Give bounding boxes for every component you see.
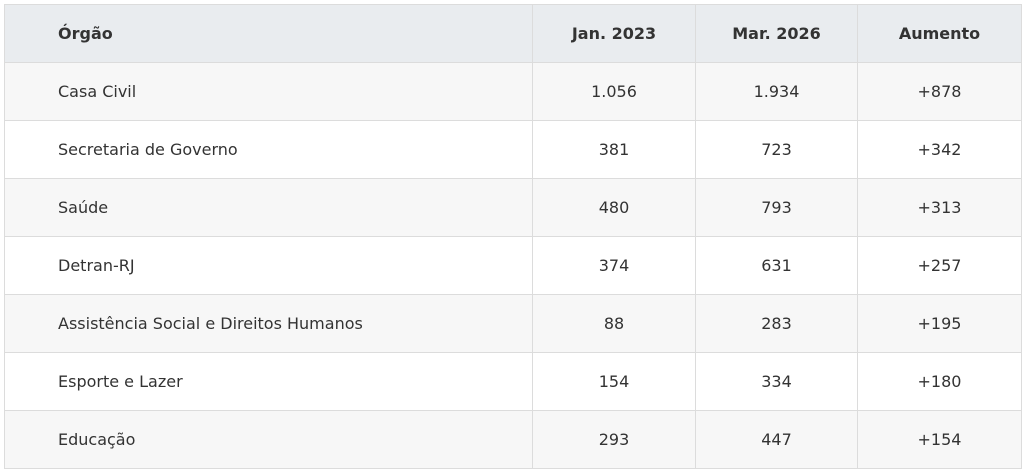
table-cell: 374 xyxy=(532,236,696,295)
table-row: Saúde 480 793 +313 xyxy=(4,178,1022,237)
table-cell: +154 xyxy=(857,410,1022,469)
table-cell: +180 xyxy=(857,352,1022,411)
table-row: Esporte e Lazer 154 334 +180 xyxy=(4,352,1022,411)
header-cell: Aumento xyxy=(857,4,1022,63)
table-row: Educação 293 447 +154 xyxy=(4,410,1022,469)
table-cell: Esporte e Lazer xyxy=(4,352,533,411)
table-cell: 88 xyxy=(532,294,696,353)
table-cell: 447 xyxy=(695,410,858,469)
header-cell: Jan. 2023 xyxy=(532,4,696,63)
table-cell: Educação xyxy=(4,410,533,469)
table-cell: 283 xyxy=(695,294,858,353)
header-cell: Mar. 2026 xyxy=(695,4,858,63)
table-cell: 631 xyxy=(695,236,858,295)
header-cell: Órgão xyxy=(4,4,533,63)
table-row: Detran-RJ 374 631 +257 xyxy=(4,236,1022,295)
table-cell: +342 xyxy=(857,120,1022,179)
table-cell: +257 xyxy=(857,236,1022,295)
header-row: Órgão Jan. 2023 Mar. 2026 Aumento xyxy=(4,4,1022,63)
table-cell: 381 xyxy=(532,120,696,179)
table-cell: 154 xyxy=(532,352,696,411)
table-cell: Assistência Social e Direitos Humanos xyxy=(4,294,533,353)
table-row: Assistência Social e Direitos Humanos 88 2… xyxy=(4,294,1022,353)
table-cell: 334 xyxy=(695,352,858,411)
table-header: Órgão Jan. 2023 Mar. 2026 Aumento xyxy=(4,4,1022,63)
table-cell: Casa Civil xyxy=(4,62,533,121)
table-cell: 793 xyxy=(695,178,858,237)
table-cell: 1.934 xyxy=(695,62,858,121)
table-row: Secretaria de Governo 381 723 +342 xyxy=(4,120,1022,179)
data-table: Órgão Jan. 2023 Mar. 2026 Aumento Casa Civi… xyxy=(4,4,1022,469)
table-container: Órgão Jan. 2023 Mar. 2026 Aumento Casa Civi… xyxy=(4,4,1022,469)
table-cell: Secretaria de Governo xyxy=(4,120,533,179)
table-cell: +878 xyxy=(857,62,1022,121)
table-cell: Saúde xyxy=(4,178,533,237)
table-cell: +195 xyxy=(857,294,1022,353)
table-cell: Detran-RJ xyxy=(4,236,533,295)
table-cell: 1.056 xyxy=(532,62,696,121)
table-cell: 293 xyxy=(532,410,696,469)
table-cell: 723 xyxy=(695,120,858,179)
table-cell: +313 xyxy=(857,178,1022,237)
table-cell: 480 xyxy=(532,178,696,237)
table-row: Casa Civil 1.056 1.934 +878 xyxy=(4,62,1022,121)
table-body: Casa Civil 1.056 1.934 +878 Secretaria de Go… xyxy=(4,62,1022,469)
